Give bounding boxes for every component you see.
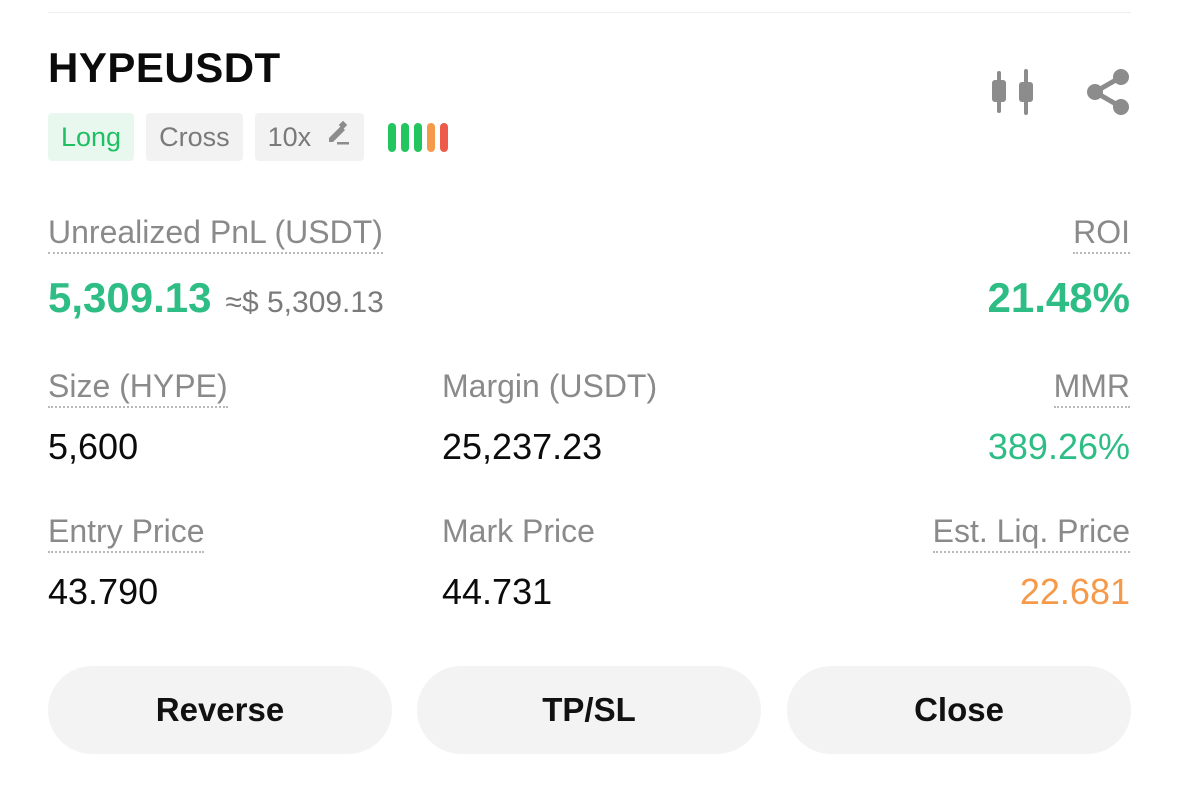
liq-price-value: 22.681 [1019,571,1130,612]
pnl-usd-approx: ≈$ 5,309.13 [225,286,384,319]
share-icon[interactable] [1085,68,1131,121]
pnl-values: 5,309.13 ≈$ 5,309.13 [48,274,384,322]
margin-value: 25,237.23 [442,426,603,467]
roi-label[interactable]: ROI [1073,213,1130,254]
side-badge: Long [48,113,135,161]
entry-price-label[interactable]: Entry Price [48,512,205,553]
leverage-label: 10x [267,122,312,152]
entry-price-value: 43.790 [48,571,159,612]
mark-price-value: 44.731 [442,571,553,612]
size-value: 5,600 [48,426,139,467]
margin-mode-badge: Cross [146,113,243,161]
liq-price-label[interactable]: Est. Liq. Price [932,512,1130,553]
risk-meter-bar [401,122,410,152]
risk-meter-bar [440,122,449,152]
roi-value: 21.48% [987,274,1130,321]
pnl-label[interactable]: Unrealized PnL (USDT) [48,213,383,254]
pencil-icon [325,113,351,161]
risk-meter-bar [388,122,397,152]
pnl-value: 5,309.13 [48,274,212,321]
candlestick-chart-icon[interactable] [991,69,1039,120]
header-actions [991,68,1131,121]
mmr-value: 389.26% [987,426,1130,467]
mark-price-label: Mark Price [442,513,595,549]
risk-meter-bar [427,122,436,152]
margin-label: Margin (USDT) [442,368,658,404]
tpsl-button[interactable]: TP/SL [417,666,761,754]
position-symbol: HYPEUSDT [48,44,281,91]
leverage-button[interactable]: 10x [254,113,365,161]
mmr-label[interactable]: MMR [1053,367,1130,408]
top-divider [48,12,1131,13]
risk-meter-bar [414,122,423,152]
risk-meter [388,122,449,152]
size-label[interactable]: Size (HYPE) [48,367,228,408]
position-tags: Long Cross 10x [48,113,449,161]
reverse-button[interactable]: Reverse [48,666,392,754]
close-button[interactable]: Close [787,666,1131,754]
